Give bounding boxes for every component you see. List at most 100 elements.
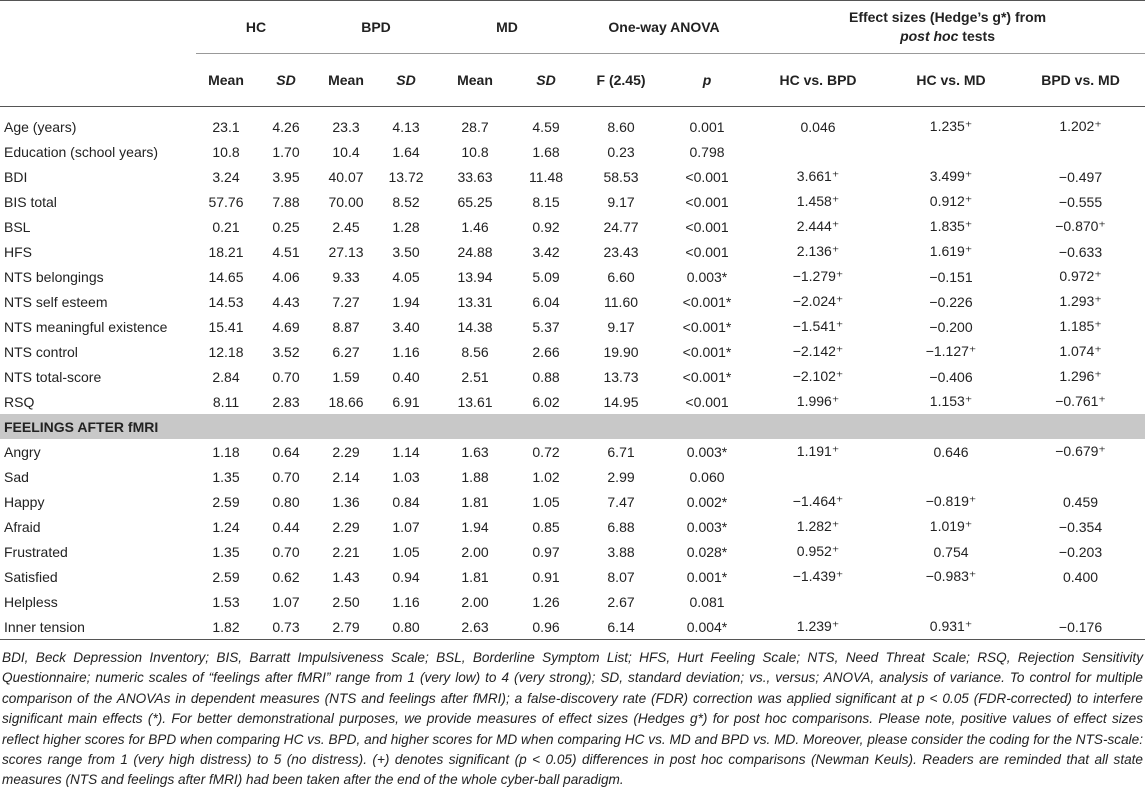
cell: 0.459 (1063, 493, 1099, 510)
cell: 7.47 (607, 493, 635, 510)
cell: 0.028* (686, 543, 728, 560)
cell: <0.001 (685, 168, 729, 185)
column-header: Mean (328, 72, 364, 88)
column-header: HC vs. BPD (779, 72, 857, 88)
cell: 1.28 (392, 218, 420, 235)
cell: −1.279⁺ (792, 268, 844, 284)
cell: −0.983⁺ (925, 568, 977, 584)
cell: 2.59 (212, 568, 240, 585)
group-header: One-way ANOVA (578, 0, 751, 54)
effect-header-text: Effect sizes (Hedge’s g*) from (848, 9, 1047, 25)
cell: 1.70 (272, 143, 300, 160)
empty-cell (750, 589, 886, 614)
row-label: Angry (4, 443, 41, 460)
empty-cell (1016, 139, 1145, 164)
cell: 1.68 (532, 143, 560, 160)
cell: 0.003* (686, 443, 728, 460)
cell: 0.081 (689, 593, 725, 610)
cell: 0.62 (272, 568, 300, 585)
data-row: Sad 1.35 0.70 2.14 1.03 1.88 1.02 2.99 0.060 (0, 464, 1145, 489)
row-label: Inner tension (4, 618, 85, 635)
data-row: Satisfied 2.59 0.62 1.43 0.94 1.81 0.91 8.07 0.0… (0, 564, 1145, 589)
cell: 3.24 (212, 168, 240, 185)
group-header: HC (196, 0, 317, 54)
cell: 2.00 (461, 593, 489, 610)
cell: 24.88 (457, 243, 493, 260)
cell: 0.972⁺ (1059, 268, 1102, 284)
row-label: BSL (4, 218, 31, 235)
empty-cell (1016, 589, 1145, 614)
cell: 6.60 (607, 268, 635, 285)
cell: 18.66 (328, 393, 364, 410)
column-header: Mean (457, 72, 493, 88)
cell: 0.72 (532, 443, 560, 460)
cell: −0.200 (929, 318, 973, 335)
cell: 2.136⁺ (796, 243, 840, 259)
cell: 7.88 (272, 193, 300, 210)
cell: 2.67 (607, 593, 635, 610)
cell: 1.07 (272, 593, 300, 610)
cell: 2.00 (461, 543, 489, 560)
cell: 7.27 (332, 293, 360, 310)
cell: 4.05 (392, 268, 420, 285)
column-header: SD (276, 72, 296, 88)
cell: 5.37 (532, 318, 560, 335)
data-row: Happy 2.59 0.80 1.36 0.84 1.81 1.05 7.47 0.002* −… (0, 489, 1145, 514)
cell: 0.40 (392, 368, 420, 385)
cell: 57.76 (208, 193, 244, 210)
cell: 1.296⁺ (1059, 368, 1102, 384)
cell: 1.46 (461, 218, 489, 235)
cell: 1.835⁺ (929, 218, 973, 234)
cell: 24.77 (603, 218, 639, 235)
cell: 1.63 (461, 443, 489, 460)
data-row: Age (years) 23.1 4.26 23.3 4.13 28.7 4.59 8.60 0… (0, 107, 1145, 140)
cell: −0.226 (929, 293, 973, 310)
cell: 1.05 (392, 543, 420, 560)
row-label: NTS control (4, 343, 78, 360)
cell: 0.80 (272, 493, 300, 510)
data-row: NTS meaningful existence 15.41 4.69 8.87 3.4… (0, 314, 1145, 339)
row-label: BIS total (4, 193, 57, 210)
data-row: Inner tension 1.82 0.73 2.79 0.80 2.63 0.96 6.1… (0, 614, 1145, 640)
cell: 6.71 (607, 443, 635, 460)
cell: 6.04 (532, 293, 560, 310)
cell: 3.40 (392, 318, 420, 335)
cell: −2.142⁺ (792, 343, 844, 359)
cell: 23.43 (603, 243, 639, 260)
cell: 0.23 (607, 143, 635, 160)
group-header: BPD (316, 0, 437, 54)
row-label: NTS meaningful existence (4, 318, 168, 335)
cell: 4.13 (392, 118, 420, 135)
row-label: Frustrated (4, 543, 68, 560)
cell: 1.26 (532, 593, 560, 610)
cell: 0.046 (800, 118, 836, 135)
cell: 0.91 (532, 568, 560, 585)
cell: 19.90 (603, 343, 639, 360)
cell: 8.56 (461, 343, 489, 360)
data-row: BIS total 57.76 7.88 70.00 8.52 65.25 8.15 9.17… (0, 189, 1145, 214)
data-row: Helpless 1.53 1.07 2.50 1.16 2.00 1.26 2.67 0.08… (0, 589, 1145, 614)
column-header: Mean (208, 72, 244, 88)
cell: 0.70 (272, 543, 300, 560)
row-label: Afraid (4, 518, 41, 535)
row-label: NTS belongings (4, 268, 104, 285)
empty-cell (886, 139, 1016, 164)
column-header: HC vs. MD (916, 72, 986, 88)
cell: 2.66 (532, 343, 560, 360)
cell: 6.27 (332, 343, 360, 360)
cell: 0.70 (272, 368, 300, 385)
cell: 14.95 (603, 393, 639, 410)
empty-cell (1016, 464, 1145, 489)
cell: 0.001* (686, 568, 728, 585)
cell: −0.761⁺ (1055, 393, 1106, 409)
cell: 1.185⁺ (1059, 318, 1102, 334)
cell: 1.153⁺ (929, 393, 973, 409)
cell: 3.499⁺ (929, 168, 973, 184)
corner (0, 1, 196, 54)
cell: 2.59 (212, 493, 240, 510)
row-label: HFS (4, 243, 32, 260)
cell: 58.53 (603, 168, 639, 185)
cell: 3.95 (272, 168, 300, 185)
cell: 18.21 (208, 243, 244, 260)
